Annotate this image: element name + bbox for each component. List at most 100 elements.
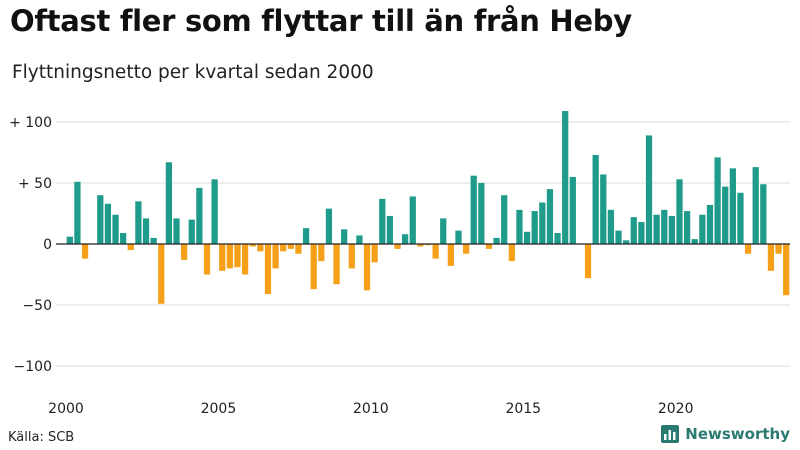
- bar: [219, 244, 226, 271]
- bar: [196, 187, 203, 244]
- bar: [264, 244, 272, 295]
- bar: [241, 244, 249, 275]
- bar: [714, 157, 721, 244]
- bar: [257, 244, 264, 252]
- bar: [249, 244, 256, 247]
- bar: [158, 244, 165, 304]
- y-tick-label: + 100: [9, 115, 52, 131]
- bar: [402, 234, 409, 244]
- bar: [104, 203, 112, 244]
- bar: [379, 198, 386, 244]
- bar: [310, 244, 317, 290]
- bar: [66, 236, 73, 244]
- x-tick-label: 2020: [658, 401, 694, 417]
- bar: [493, 237, 500, 244]
- bar: [356, 235, 363, 244]
- bar: [562, 111, 569, 245]
- brand-name: Newsworthy: [685, 425, 790, 443]
- y-tick-label: −100: [14, 359, 52, 375]
- bar: [729, 168, 736, 244]
- bar: [363, 244, 371, 291]
- bar: [554, 233, 561, 244]
- bar: [181, 244, 188, 260]
- bar: [462, 244, 470, 254]
- bar: [691, 239, 698, 244]
- bar: [661, 209, 668, 244]
- source-note: Källa: SCB: [8, 430, 75, 445]
- bar: [188, 219, 195, 244]
- bar: [120, 233, 127, 244]
- bar: [165, 162, 173, 244]
- bar: [409, 196, 416, 244]
- bar: [371, 244, 378, 263]
- bar: [600, 174, 607, 244]
- chart-title: Oftast fler som flyttar till än från Heb…: [10, 4, 632, 38]
- bar: [706, 204, 714, 244]
- bar: [348, 244, 355, 269]
- bar: [318, 244, 325, 262]
- bar: [737, 192, 744, 244]
- bar: [470, 175, 477, 244]
- bar: [97, 195, 104, 244]
- bar: [81, 244, 89, 259]
- bar: [569, 176, 576, 244]
- bar: [211, 179, 218, 244]
- bar: [584, 244, 592, 279]
- grid-lines: [56, 121, 790, 367]
- bar: [760, 184, 767, 244]
- bar: [508, 244, 515, 262]
- bar: [203, 244, 211, 275]
- y-tick-label: −50: [22, 298, 52, 314]
- bar: [333, 244, 340, 285]
- chart-subtitle: Flyttningsnetto per kvartal sedan 2000: [12, 62, 374, 83]
- bar: [523, 231, 531, 244]
- x-tick-label: 2015: [505, 401, 541, 417]
- bar: [668, 215, 675, 244]
- bar: [615, 230, 622, 244]
- bar: [226, 244, 233, 269]
- bar: [394, 244, 401, 249]
- bar: [699, 214, 706, 244]
- bar: [607, 209, 615, 244]
- bar: [295, 244, 302, 254]
- bar: [150, 237, 157, 244]
- bar: [280, 244, 287, 252]
- bar: [287, 244, 294, 249]
- bar: [546, 189, 554, 244]
- bar: [630, 217, 637, 244]
- bar: [74, 181, 81, 244]
- bar: [325, 208, 333, 244]
- bar-chart: + 100 + 50 0 −50 −100 2000 2005 2010 2015 2020: [9, 111, 790, 417]
- bar: [432, 244, 439, 259]
- y-tick-label: + 50: [18, 176, 52, 192]
- bar: [623, 240, 630, 244]
- bar: [135, 201, 142, 244]
- bar: [501, 195, 508, 244]
- bars: [66, 111, 790, 304]
- bar: [638, 222, 645, 244]
- y-tick-label: 0: [43, 237, 52, 253]
- bar: [653, 214, 660, 244]
- x-tick-label: 2005: [201, 401, 237, 417]
- bar: [516, 209, 523, 244]
- x-tick-label: 2000: [48, 401, 84, 417]
- bar: [539, 202, 546, 244]
- bar: [722, 186, 729, 244]
- bar: [767, 244, 775, 271]
- bar: [683, 211, 691, 244]
- bar: [478, 183, 485, 244]
- bar: [775, 244, 782, 254]
- bar: [531, 211, 538, 244]
- bar: [173, 218, 180, 244]
- newsworthy-logo-icon: [661, 425, 680, 443]
- bar: [272, 244, 279, 269]
- bar: [386, 215, 394, 244]
- bar: [455, 230, 462, 244]
- bar: [302, 228, 310, 244]
- bar: [142, 218, 150, 244]
- bar: [645, 135, 653, 244]
- bar: [592, 154, 599, 244]
- bar: [112, 214, 119, 244]
- brand-logo[interactable]: Newsworthy: [661, 425, 790, 443]
- bar: [447, 244, 454, 266]
